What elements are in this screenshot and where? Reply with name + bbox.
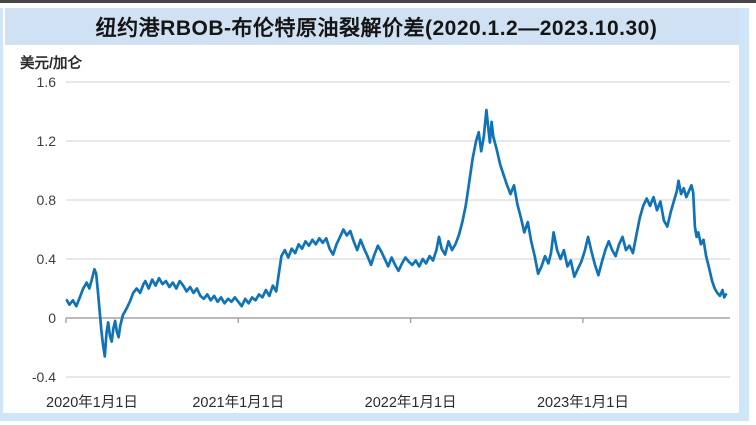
series-line-crack-spread	[65, 108, 728, 358]
chart-title: 纽约港RBOB-布伦特原油裂解价差(2020.1.2—2023.10.30)	[95, 16, 658, 40]
x-tick-label: 2020年1月1日	[46, 395, 138, 411]
y-tick-label: 0	[48, 310, 56, 326]
top-border-strip	[0, 0, 756, 3]
bottom-border-strip	[0, 413, 749, 421]
y-tick-label: 1.6	[36, 74, 56, 90]
right-border-strip	[739, 8, 749, 421]
y-tick-label: -0.4	[31, 369, 56, 385]
y-axis-unit-label: 美元/加仑	[20, 56, 83, 72]
title-band: 纽约港RBOB-布伦特原油裂解价差(2020.1.2—2023.10.30)	[5, 8, 748, 45]
y-tick-label: 1.2	[36, 133, 56, 149]
y-tick-label: 0.4	[36, 251, 56, 267]
x-tick-label: 2021年1月1日	[192, 395, 285, 411]
y-tick-label: 0.8	[36, 192, 56, 208]
x-tick-label: 2023年1月1日	[536, 395, 629, 411]
left-border-strip	[0, 8, 3, 421]
x-tick-label: 2022年1月1日	[364, 395, 457, 411]
